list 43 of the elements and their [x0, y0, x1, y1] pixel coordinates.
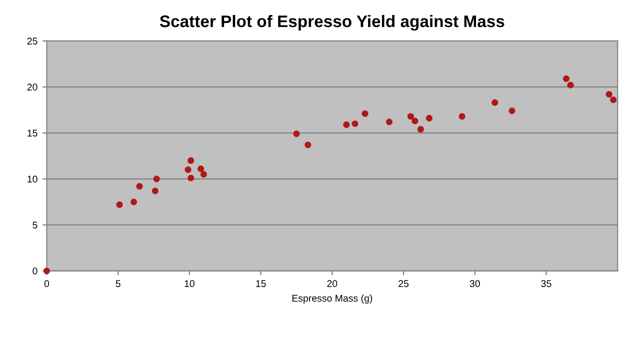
point — [343, 121, 350, 128]
y-tick-label: 15 — [28, 130, 38, 137]
x-tick-label: 0 — [44, 280, 50, 288]
point — [606, 91, 612, 98]
point — [184, 166, 192, 174]
point — [412, 118, 418, 124]
point — [508, 108, 516, 114]
x-tick-label: 25 — [398, 280, 409, 288]
x-tick-label: 30 — [470, 280, 480, 288]
point — [567, 82, 574, 88]
y-tick-label: 5 — [32, 222, 38, 229]
y-tick-label: 0 — [32, 268, 38, 275]
point — [188, 157, 194, 164]
point — [492, 99, 498, 106]
point — [417, 126, 424, 133]
point — [116, 201, 123, 208]
point — [426, 114, 433, 122]
x-axis-title: Espresso Mass (g) — [292, 294, 372, 304]
point — [136, 182, 143, 190]
point — [562, 75, 570, 82]
point — [304, 142, 312, 148]
y-tick-label: 25 — [27, 38, 38, 45]
x-tick-label: 35 — [541, 280, 552, 288]
x-tick-label: 10 — [184, 280, 194, 288]
point — [188, 174, 194, 182]
point — [352, 120, 358, 128]
point — [458, 113, 466, 120]
point — [130, 198, 138, 206]
x-tick-label: 15 — [256, 280, 266, 288]
y-tick-label: 10 — [28, 176, 38, 183]
point — [386, 118, 393, 126]
point — [407, 113, 414, 120]
y-tick-label: 20 — [27, 84, 38, 91]
point — [153, 176, 160, 182]
point — [152, 188, 158, 194]
point — [362, 110, 368, 117]
x-tick-label: 20 — [327, 280, 338, 288]
chart-title: Scatter Plot of Espresso Yield against Mass — [160, 14, 504, 31]
x-tick-label: 5 — [116, 280, 120, 288]
point — [198, 166, 204, 172]
point — [610, 96, 617, 104]
point — [293, 130, 300, 138]
point — [200, 171, 208, 178]
